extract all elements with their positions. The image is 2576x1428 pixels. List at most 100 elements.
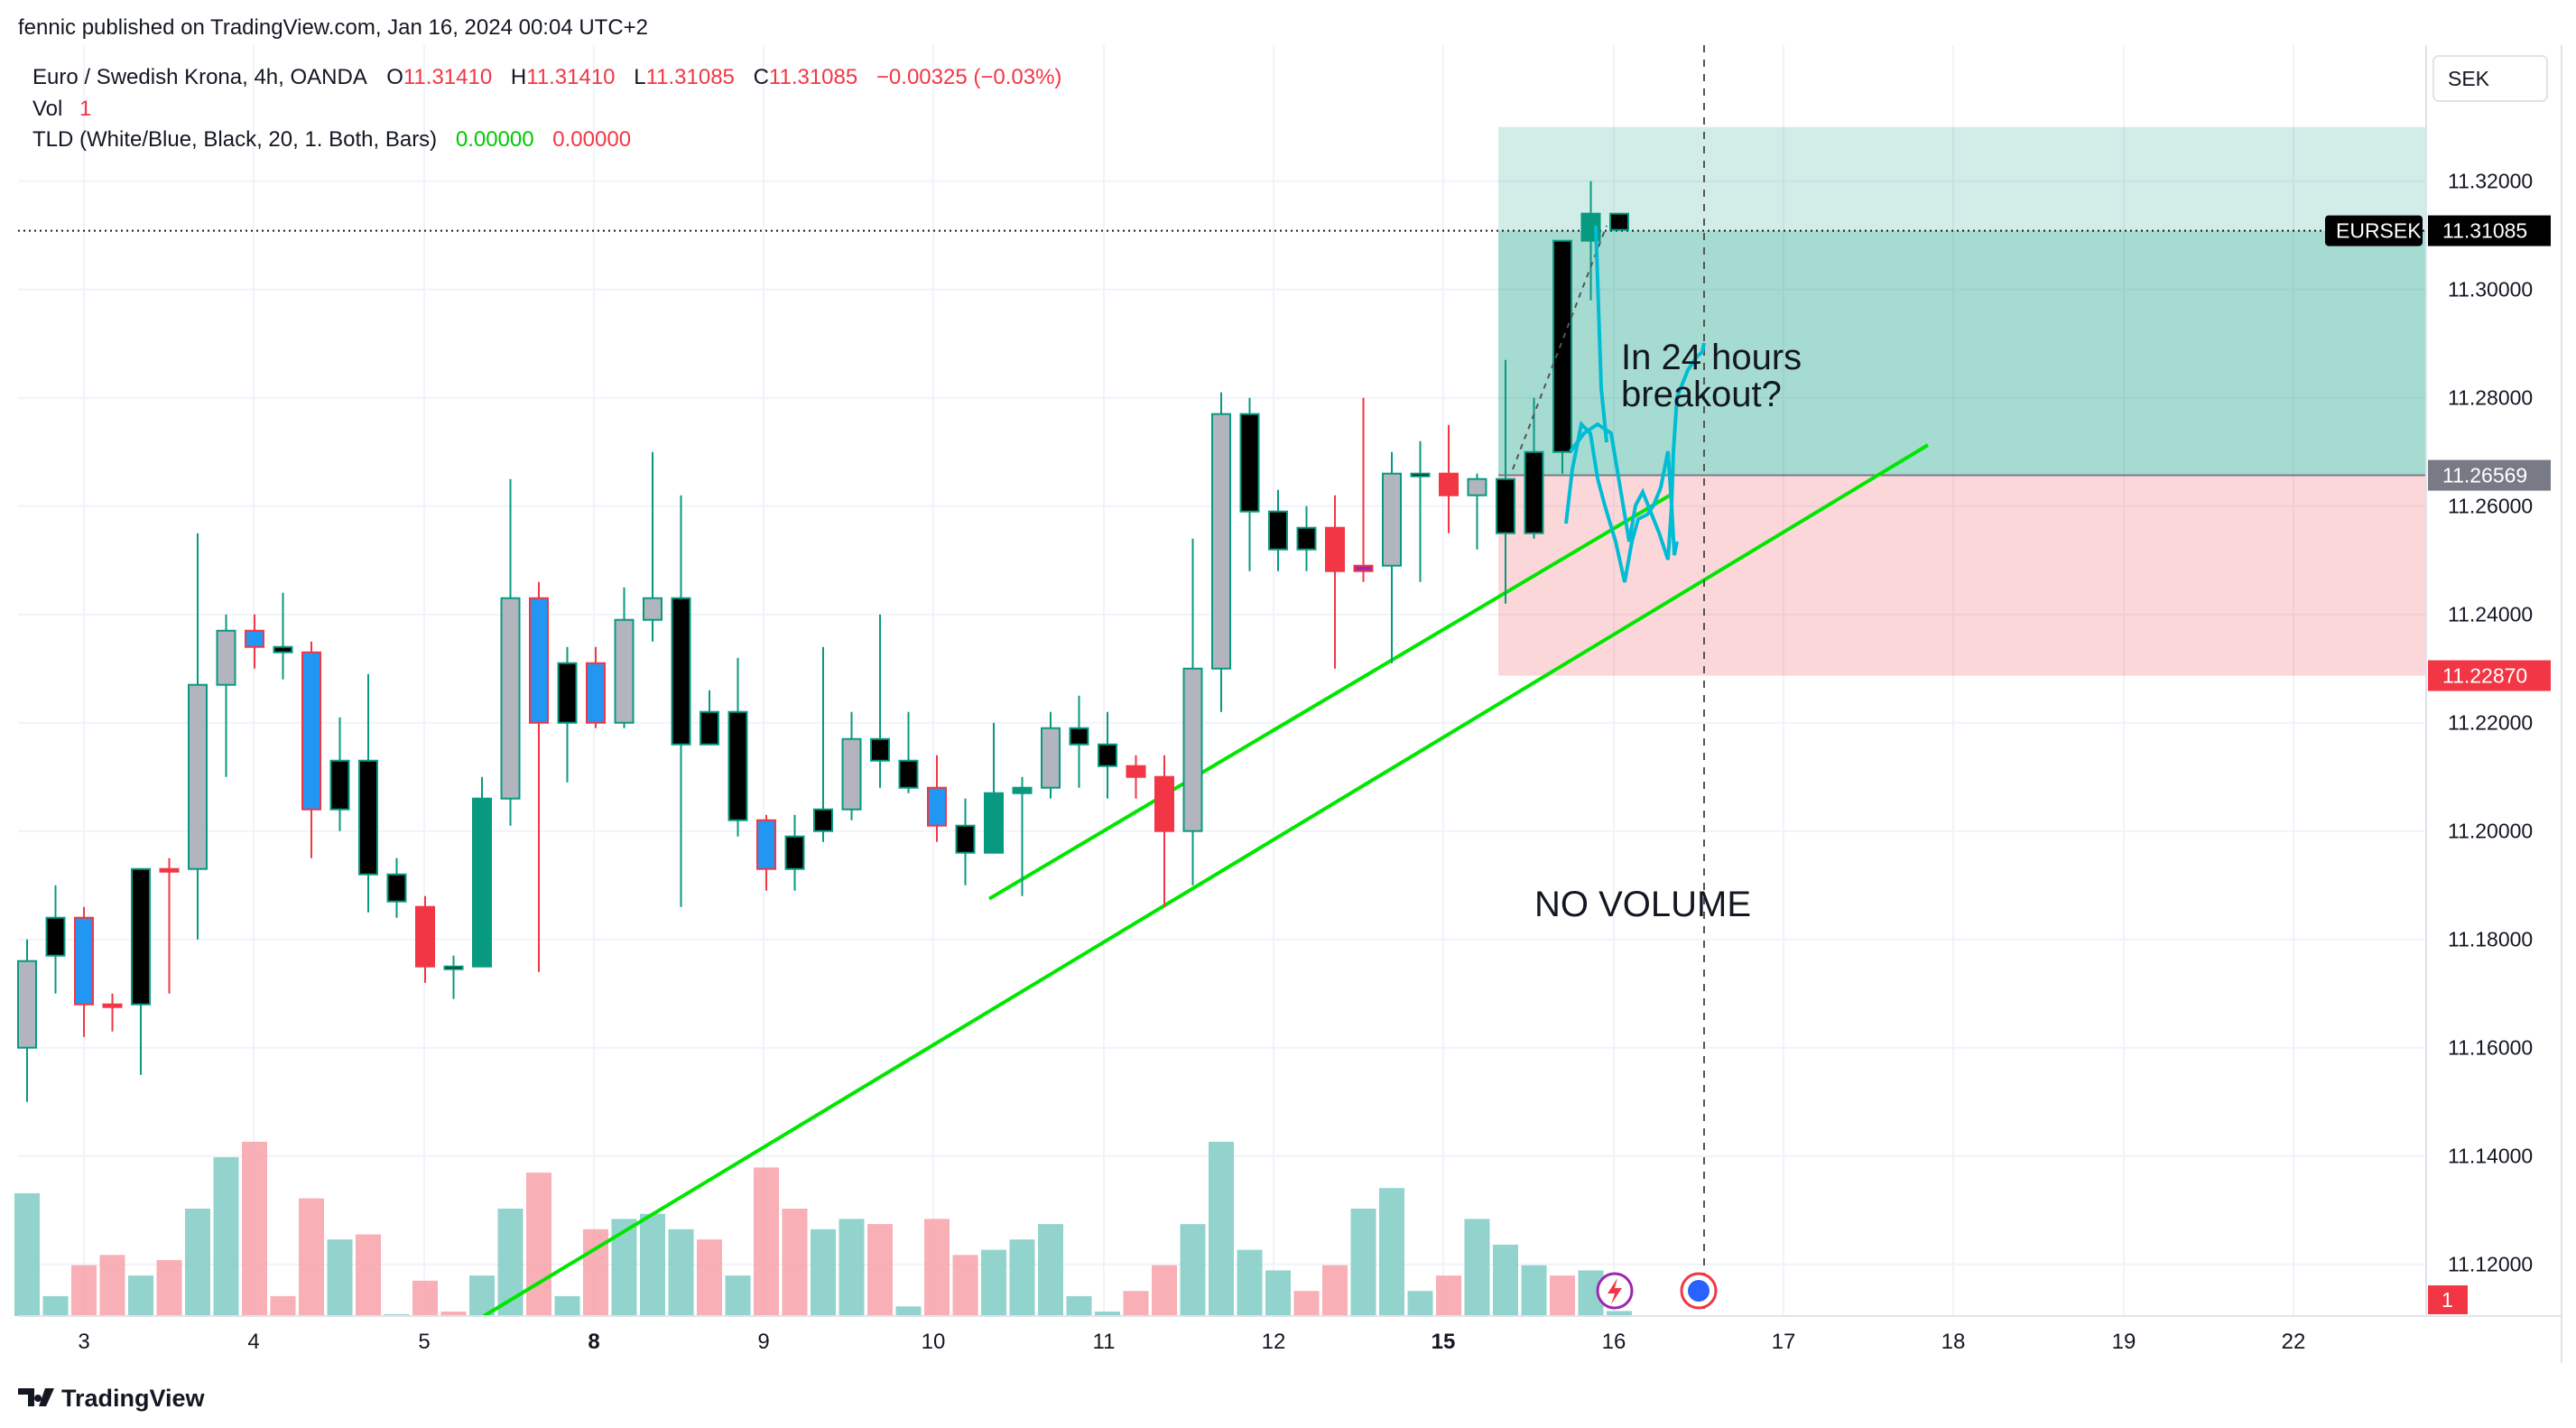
candle-body xyxy=(586,662,606,724)
candle xyxy=(74,906,94,1037)
legend: Euro / Swedish Krona, 4h, OANDA O11.3141… xyxy=(32,65,1061,152)
candle-body xyxy=(1268,510,1288,551)
volume-tag-bg xyxy=(2428,1285,2468,1314)
time-tick-label: 9 xyxy=(757,1330,769,1354)
candle xyxy=(329,717,350,831)
candle-body xyxy=(386,873,407,903)
projection-path-c[interactable] xyxy=(1594,225,1608,443)
candle xyxy=(784,814,805,891)
candle-body xyxy=(955,824,976,854)
volume-bar xyxy=(668,1229,694,1316)
candle xyxy=(386,858,407,918)
legend-volume-line: Vol 1 xyxy=(32,97,91,121)
candle-body xyxy=(557,662,578,724)
candle xyxy=(1012,776,1033,896)
tradingview-logo: TradingView xyxy=(18,1385,206,1412)
projection-path-b[interactable] xyxy=(1569,342,1706,561)
volume-bar xyxy=(1009,1239,1035,1316)
volume-bar xyxy=(811,1229,836,1316)
candle-body xyxy=(784,835,805,870)
candle xyxy=(1353,397,1374,582)
candle xyxy=(273,592,293,680)
currency-button[interactable] xyxy=(2432,55,2548,102)
candle xyxy=(1041,711,1061,799)
candle-body xyxy=(1098,743,1117,767)
candle-body xyxy=(1296,526,1317,551)
volume-bar xyxy=(299,1198,324,1316)
candle xyxy=(813,646,833,842)
candle-body xyxy=(1467,478,1487,496)
tradingview-brand: TradingView xyxy=(61,1385,206,1412)
volume-bar xyxy=(782,1209,808,1316)
candle-body xyxy=(188,683,208,870)
candle-body xyxy=(1496,478,1515,534)
candle-body xyxy=(756,819,776,870)
candle xyxy=(358,673,378,913)
time-tick-label: 22 xyxy=(2282,1330,2306,1354)
candle-body xyxy=(1524,450,1544,534)
volume-bar xyxy=(1607,1311,1632,1316)
upper-trendline[interactable] xyxy=(987,493,1672,901)
time-tick-label: 10 xyxy=(922,1330,946,1354)
candle xyxy=(927,755,947,842)
candle-body xyxy=(301,651,321,811)
candle xyxy=(1098,711,1117,799)
candle xyxy=(1410,440,1431,582)
volume-bar xyxy=(1265,1270,1291,1316)
price-axis[interactable]: SEK 11.32000 11.30000 11.28000 11.26000 11.2… xyxy=(2325,45,2551,1316)
volume-bar xyxy=(1407,1291,1433,1316)
last-price-tag-bg xyxy=(2428,215,2551,246)
candle-body xyxy=(813,808,833,832)
candle xyxy=(245,614,264,669)
projection-drawing[interactable] xyxy=(1512,45,1718,1316)
candle-body xyxy=(1211,413,1231,670)
candle xyxy=(17,939,37,1102)
volume-bar xyxy=(99,1255,125,1316)
volume-bar xyxy=(725,1275,751,1316)
target-zone xyxy=(1498,126,2426,476)
lightning-bolt-icon xyxy=(1608,1278,1622,1304)
volume-bar xyxy=(1038,1224,1063,1316)
position-zones xyxy=(18,126,2426,676)
stop-price-tag-bg xyxy=(2428,660,2551,691)
candle-body xyxy=(216,629,236,686)
candle xyxy=(984,722,1004,854)
candle xyxy=(301,641,321,858)
legend-indicator-line: TLD (White/Blue, Black, 20, 1. Both, Bar… xyxy=(32,127,631,152)
published-by-text: fennic published on TradingView.com, Jan… xyxy=(18,15,648,40)
volume-bar xyxy=(356,1234,381,1316)
lower-trendline[interactable] xyxy=(482,443,1930,1318)
candle xyxy=(500,478,521,826)
volume-bar xyxy=(754,1167,779,1316)
candle xyxy=(898,711,919,793)
candle-body xyxy=(727,710,748,821)
trendlines[interactable] xyxy=(482,443,1930,1318)
candle-body xyxy=(1439,472,1459,496)
entry-price-tag: 11.26569 xyxy=(2442,464,2527,487)
candle xyxy=(529,581,549,972)
volume-bar xyxy=(71,1265,97,1316)
note-line-1[interactable]: In 24 hours xyxy=(1621,338,1802,377)
candle-body xyxy=(159,867,180,873)
candle-body xyxy=(1012,786,1033,794)
price-tick-label: 11.26000 xyxy=(2448,495,2533,518)
volume-bars xyxy=(14,1141,1632,1316)
candle xyxy=(1296,505,1317,571)
candle xyxy=(102,993,123,1032)
candle-body xyxy=(358,759,378,876)
no-volume-label[interactable]: NO VOLUME xyxy=(1534,885,1751,924)
volume-bar xyxy=(1180,1224,1206,1316)
note-line-2[interactable]: breakout? xyxy=(1621,375,1782,414)
candle xyxy=(841,711,862,821)
candle-body xyxy=(74,916,94,1006)
volume-bar xyxy=(270,1295,296,1316)
candle xyxy=(727,657,748,837)
candle xyxy=(557,646,578,783)
volume-bar xyxy=(1123,1291,1149,1316)
volume-bar xyxy=(981,1249,1006,1316)
time-axis[interactable]: 3 4 5 8 9 10 11 12 15 16 17 18 19 22 xyxy=(18,1315,2562,1354)
candle-body xyxy=(841,737,862,811)
candle xyxy=(955,798,976,886)
volume-tag: 1 xyxy=(2442,1288,2453,1312)
